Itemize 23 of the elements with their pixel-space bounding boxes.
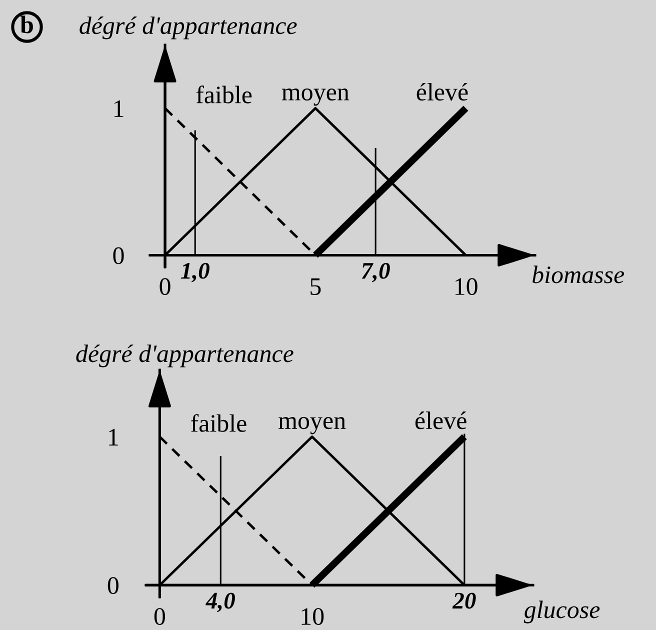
- y-tick-label: 0: [113, 247, 124, 264]
- x-tick-label: 0: [160, 278, 170, 296]
- annotation: 20: [452, 592, 476, 609]
- text: b: [20, 16, 33, 34]
- series-label: faible: [196, 86, 252, 104]
- series-label: moyen: [278, 417, 346, 434]
- x-tick-label: 10: [456, 278, 478, 296]
- annotation: 1,0: [180, 262, 210, 282]
- series-label: faible: [191, 414, 246, 432]
- y-axis-title: dégré d'appartenance: [76, 344, 294, 368]
- annotation: 4,0: [206, 592, 235, 612]
- y-tick-label: 1: [109, 428, 118, 446]
- annotation: 7,0: [362, 262, 390, 282]
- y-axis-title: dégré d'appartenance: [80, 16, 297, 40]
- x-axis-title: glucose: [524, 600, 600, 624]
- x-tick-label: 5: [310, 278, 321, 296]
- series-label: élevé: [416, 82, 468, 101]
- x-axis-title: biomasse: [532, 266, 624, 284]
- series-label: moyen: [282, 88, 350, 106]
- x-tick-label: 10: [302, 608, 324, 625]
- series-label: élevé: [415, 412, 466, 430]
- y-tick-label: 0: [108, 577, 118, 594]
- y-tick-label: 1: [114, 100, 124, 117]
